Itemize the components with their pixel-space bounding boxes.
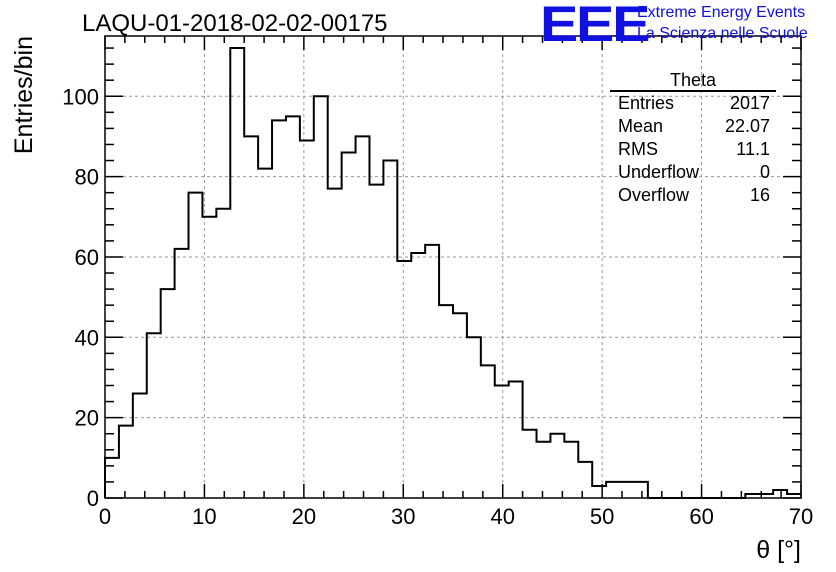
stats-value: 16 — [749, 185, 770, 205]
histogram-bin — [328, 189, 342, 498]
stats-value: 0 — [759, 162, 770, 182]
logo-caption-line2: La Scienza nelle Scuole — [637, 25, 808, 42]
stats-value: 11.1 — [736, 139, 770, 159]
histogram-bin — [216, 209, 230, 498]
histogram-bin — [300, 140, 314, 498]
histogram-bin — [230, 48, 244, 498]
histogram-bin — [342, 153, 356, 498]
stats-label: Overflow — [618, 185, 690, 205]
histogram-bin — [119, 426, 133, 498]
histogram-bin — [453, 313, 467, 498]
stats-label: Mean — [618, 116, 664, 136]
histogram-bin — [286, 116, 300, 498]
x-tick-label: 60 — [689, 504, 713, 529]
histogram-bin — [175, 249, 189, 498]
histogram-bin — [258, 169, 272, 498]
stats-row-mean: Mean 22.07 — [610, 115, 776, 138]
histogram-bin — [523, 430, 537, 498]
histogram-bin — [439, 305, 453, 498]
x-tick-label: 20 — [292, 504, 316, 529]
histogram-bin — [425, 245, 439, 498]
histogram-bin — [564, 442, 578, 498]
stats-row-underflow: Underflow 0 — [610, 161, 776, 184]
y-tick-label: 80 — [75, 165, 99, 190]
x-tick-label: 70 — [789, 504, 813, 529]
stats-value: 2017 — [729, 93, 770, 113]
histogram-bin — [147, 333, 161, 498]
histogram-bin — [105, 458, 119, 498]
x-axis-label: θ [°] — [756, 536, 801, 564]
histogram-bin — [773, 490, 787, 498]
histogram-bin — [411, 253, 425, 498]
histogram-bin — [397, 261, 411, 498]
histogram-bin — [133, 394, 147, 498]
histogram-bin — [495, 386, 509, 498]
y-tick-label: 0 — [87, 486, 99, 511]
chart-title: LAQU-01-2018-02-02-00175 — [82, 10, 388, 37]
x-tick-label: 10 — [192, 504, 216, 529]
histogram-bin — [578, 462, 592, 498]
stats-value: 22.07 — [724, 116, 770, 136]
histogram-bin — [369, 185, 383, 498]
histogram-bin — [550, 434, 564, 498]
stats-row-overflow: Overflow 16 — [610, 184, 776, 207]
histogram-bin — [356, 136, 370, 498]
stats-label: RMS — [618, 139, 658, 159]
eee-logo: EEE — [540, 0, 650, 52]
plot-frame — [104, 35, 802, 499]
histogram-bin — [383, 161, 397, 498]
y-tick-label: 60 — [75, 245, 99, 270]
histogram-bin — [592, 486, 606, 498]
y-tick-label: 40 — [75, 325, 99, 350]
stats-box: Theta Entries 2017 Mean 22.07 RMS 11.1 U… — [610, 70, 776, 207]
logo-caption: Extreme Energy Events La Scienza nelle S… — [637, 2, 808, 44]
x-tick-label: 30 — [391, 504, 415, 529]
logo-caption-line1: Extreme Energy Events — [637, 4, 806, 21]
x-tick-label: 40 — [490, 504, 514, 529]
x-tick-label: 0 — [99, 504, 111, 529]
stats-title: Theta — [610, 70, 776, 92]
histogram-bin — [314, 96, 328, 498]
y-tick-label: 100 — [62, 84, 99, 109]
histogram-bin — [161, 289, 175, 498]
histogram-bin — [509, 381, 523, 498]
y-tick-label: 20 — [75, 406, 99, 431]
histogram-bin — [189, 193, 203, 498]
stats-row-rms: RMS 11.1 — [610, 138, 776, 161]
stats-row-entries: Entries 2017 — [610, 92, 776, 115]
histogram-outline — [104, 47, 801, 499]
stats-label: Underflow — [618, 162, 700, 182]
histogram-bin — [606, 482, 620, 498]
histogram-bin — [244, 136, 258, 498]
histogram-bin — [634, 482, 648, 498]
stats-label: Entries — [618, 93, 675, 113]
histogram-bin — [537, 442, 551, 498]
y-axis-label: Entries/bin — [10, 36, 38, 154]
histogram-bin — [481, 365, 495, 498]
x-tick-label: 50 — [590, 504, 614, 529]
